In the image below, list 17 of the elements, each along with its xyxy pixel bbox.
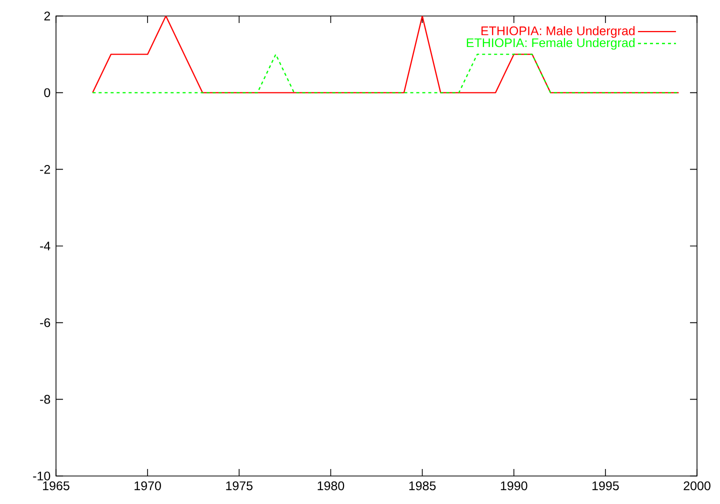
x-tick-label: 2000: [684, 481, 710, 490]
x-tick-label: 1990: [500, 481, 528, 490]
x-tick-label: 1975: [226, 481, 253, 490]
y-tick-label: -10: [33, 472, 50, 480]
x-tick-label: 1970: [134, 481, 161, 490]
x-tick-label: 1980: [318, 481, 344, 490]
y-tick-label: -4: [40, 242, 50, 250]
x-tick-label: 1985: [409, 481, 436, 490]
y-tick-label: -6: [40, 318, 50, 328]
y-tick-label: -2: [40, 164, 50, 174]
x-tick-label: 1965: [43, 481, 70, 490]
y-tick-label: -8: [40, 394, 50, 404]
legend-label: ETHIOPIA: Male Undergrad: [481, 26, 635, 38]
legend-label: ETHIOPIA: Female Undergrad: [466, 38, 635, 50]
y-tick-label: 0: [44, 88, 50, 98]
y-tick-label: 2: [44, 12, 50, 20]
x-tick-label: 1995: [592, 481, 619, 490]
